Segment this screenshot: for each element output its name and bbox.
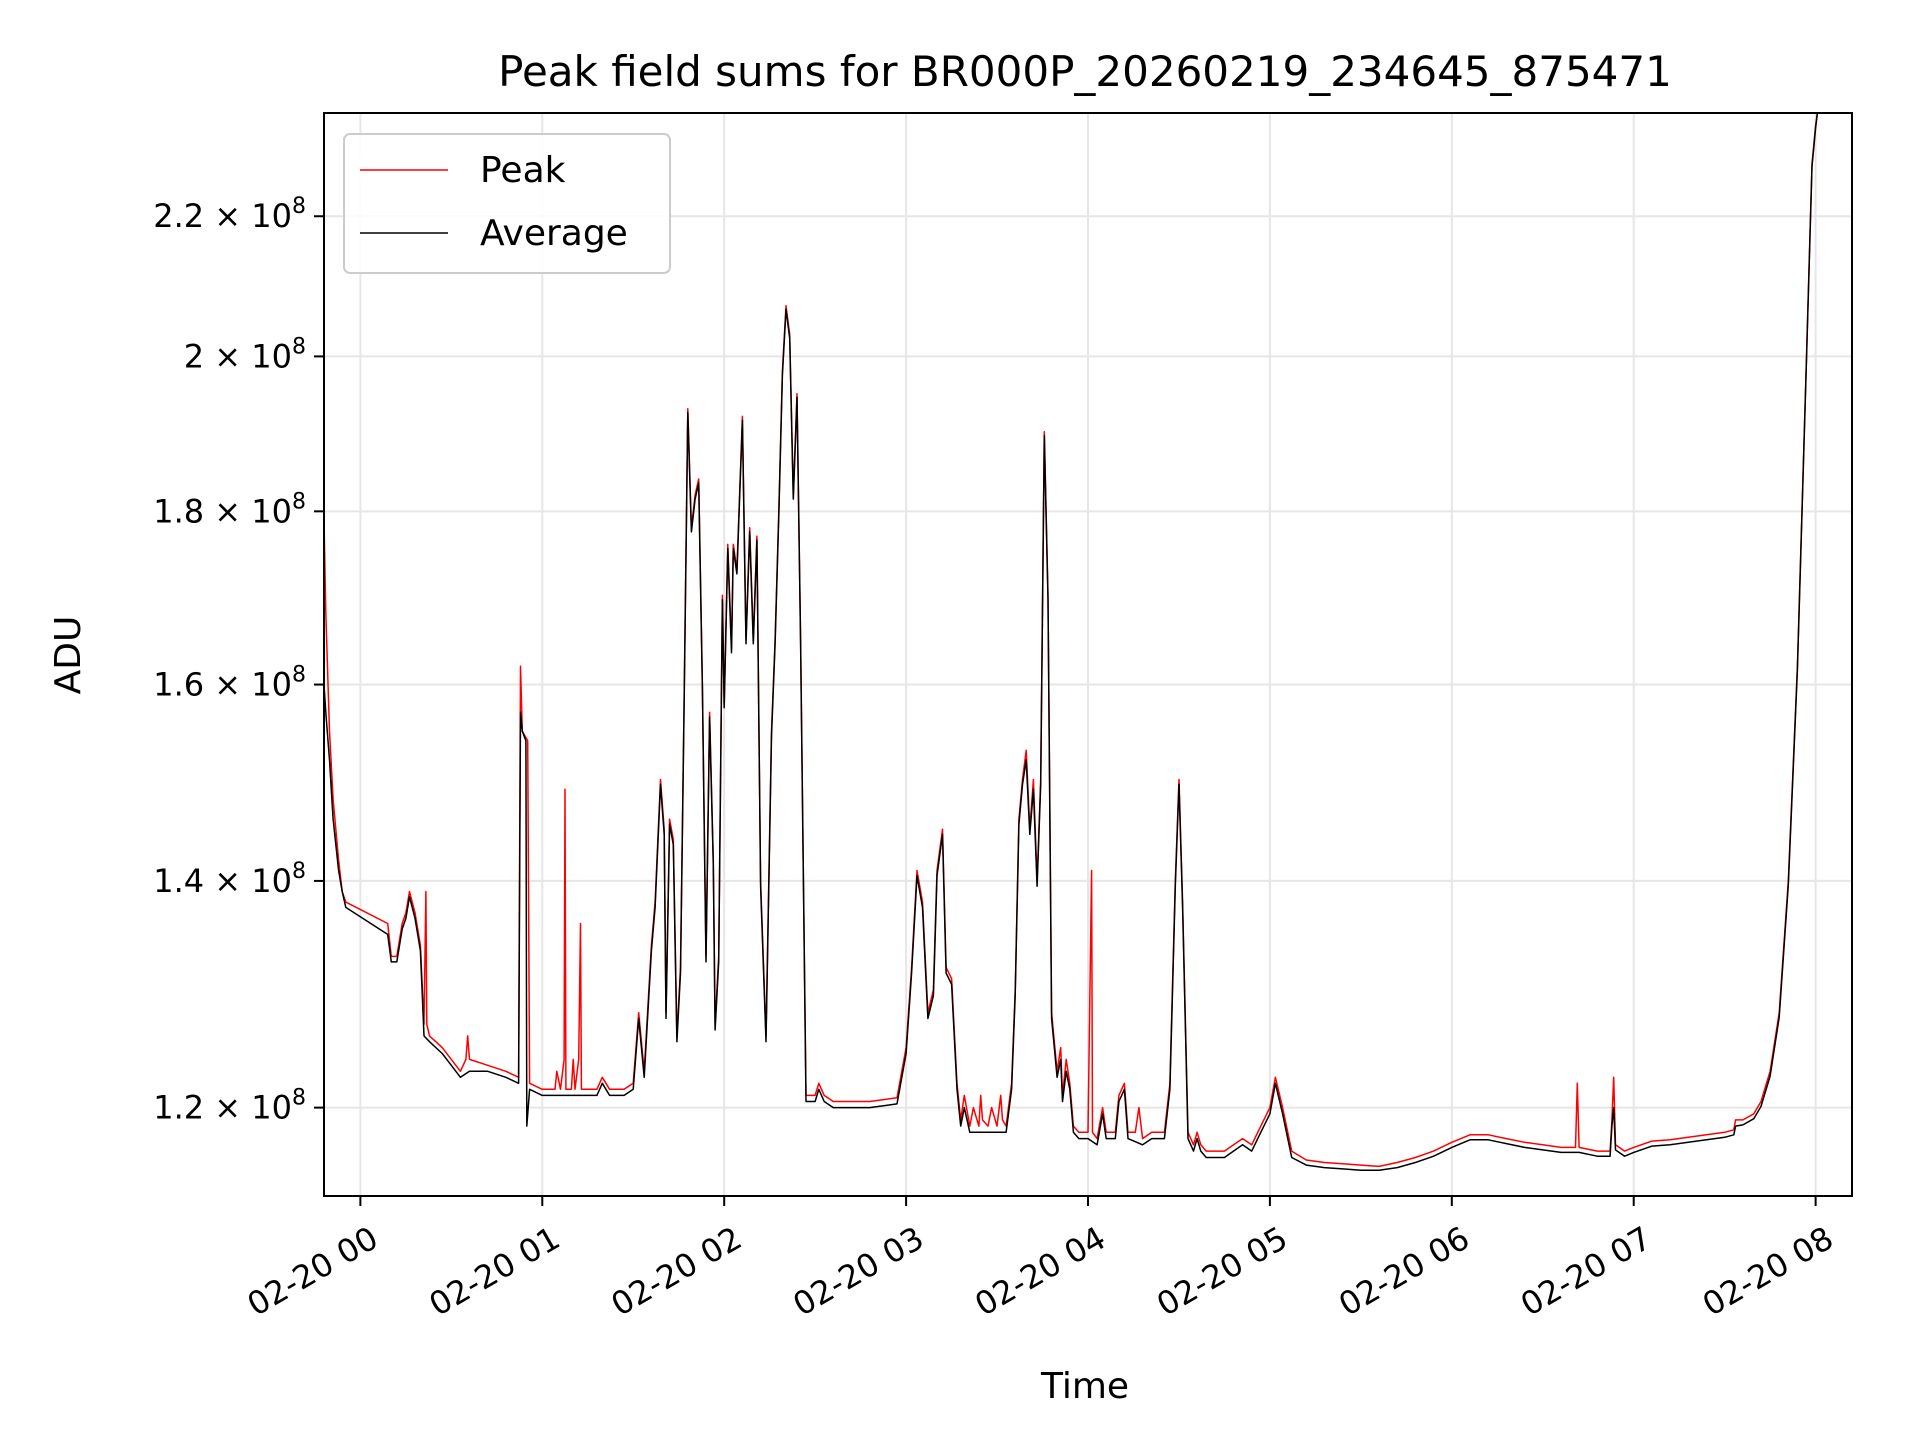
- y-tick-label: 2 × 108: [184, 334, 306, 375]
- y-tick-label: 1.8 × 108: [153, 489, 306, 530]
- series-layer: [324, 113, 1819, 1171]
- legend: Peak Average: [343, 133, 671, 274]
- chart-title: Peak field sums for BR000P_20260219_2346…: [498, 47, 1672, 96]
- series-line-average: [324, 113, 1819, 1171]
- y-tick-label: 1.6 × 108: [153, 663, 306, 704]
- legend-label-average: Average: [480, 213, 628, 254]
- x-axis-label: Time: [1040, 1366, 1129, 1407]
- y-axis: 1.2 × 108 1.4 × 108 1.6 × 108 1.8 × 108 2 × …: [153, 194, 324, 1127]
- y-tick-label: 2.2 × 108: [153, 194, 306, 235]
- y-axis-label: ADU: [48, 616, 89, 695]
- legend-label-peak: Peak: [480, 150, 566, 191]
- legend-box: [343, 133, 671, 274]
- y-tick-label: 1.2 × 108: [153, 1086, 306, 1127]
- series-line-peak: [324, 113, 1819, 1168]
- y-tick-label: 1.4 × 108: [153, 859, 306, 900]
